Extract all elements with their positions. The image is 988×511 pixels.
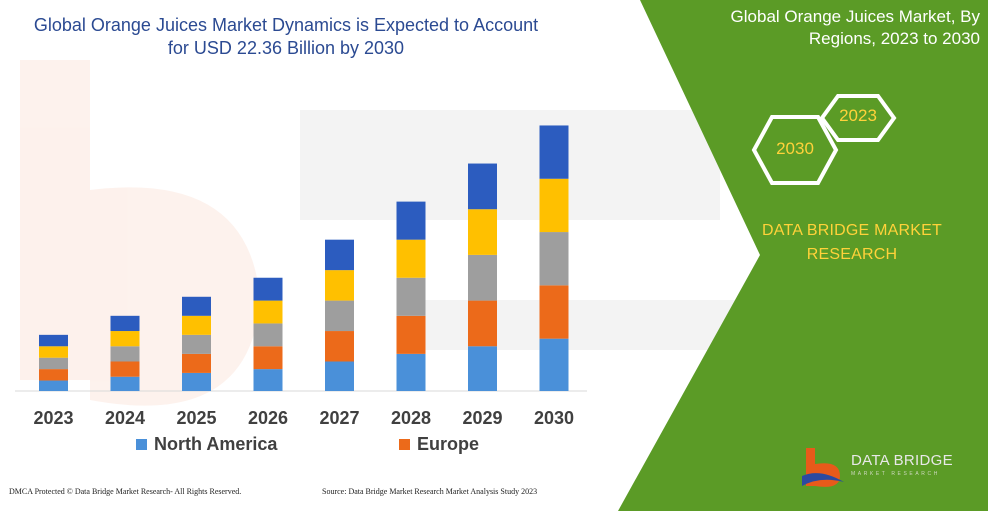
x-tick-label-2030: 2030 — [534, 408, 574, 428]
logo-subtitle: MARKET RESEARCH — [851, 471, 940, 477]
bar-2030-segment-5 — [539, 125, 569, 179]
bar-2026-segment-2 — [253, 346, 283, 370]
bar-2027-segment-4 — [325, 270, 354, 301]
x-tick-label-2024: 2024 — [105, 408, 145, 428]
chart-title-line-1: Global Orange Juices Market Dynamics is … — [33, 15, 539, 35]
bar-2027-segment-1 — [325, 361, 354, 391]
legend-item-north-america: North America — [136, 434, 277, 455]
bar-2026-segment-5 — [253, 277, 283, 301]
bar-2023-segment-2 — [39, 369, 68, 381]
bars-group — [39, 125, 569, 391]
bar-2030-segment-2 — [539, 285, 569, 339]
bar-2026-segment-3 — [253, 323, 283, 347]
bar-2024-segment-5 — [110, 315, 140, 332]
bar-2025-segment-5 — [182, 296, 211, 316]
bar-2023-segment-3 — [39, 357, 68, 370]
bar-2028-segment-1 — [396, 353, 426, 391]
bar-2030-segment-3 — [539, 232, 569, 286]
panel-title-line-1: Global Orange Juices Market, By — [730, 7, 980, 26]
company-name: DATA BRIDGE MARKET RESEARCH — [742, 219, 962, 267]
bar-2023-segment-4 — [39, 346, 68, 358]
legend-label-europe: Europe — [417, 434, 480, 454]
x-tick-label-2029: 2029 — [462, 408, 502, 428]
bar-2030-segment-1 — [539, 338, 569, 391]
bar-2029-segment-5 — [468, 163, 497, 210]
footer-source: Source: Data Bridge Market Research Mark… — [322, 487, 538, 496]
bar-2023-segment-5 — [39, 334, 68, 347]
x-tick-label-2027: 2027 — [319, 408, 359, 428]
hexagon-back — [819, 94, 897, 142]
legend-swatch-north-america — [136, 439, 147, 450]
x-tick-labels: 2023 2024 2025 2026 2027 2028 2029 2030 — [33, 408, 574, 428]
bar-2023-segment-1 — [39, 380, 68, 391]
bar-2025-segment-1 — [182, 372, 211, 391]
hexagon-front — [751, 115, 839, 185]
panel-title: Global Orange Juices Market, By Regions,… — [680, 6, 980, 50]
logo-title: DATA BRIDGE — [851, 452, 953, 469]
panel-title-line-2: Regions, 2023 to 2030 — [808, 29, 980, 48]
bar-2027-segment-3 — [325, 300, 354, 332]
bar-2028-segment-5 — [396, 201, 426, 240]
company-name-line-2: RESEARCH — [806, 246, 898, 263]
bar-2029-segment-2 — [468, 300, 497, 347]
chart-title-line-2: for USD 22.36 Billion by 2030 — [167, 38, 405, 58]
bar-2026-segment-4 — [253, 300, 283, 324]
bar-2025-segment-4 — [182, 315, 211, 335]
x-tick-label-2028: 2028 — [391, 408, 431, 428]
x-tick-label-2026: 2026 — [248, 408, 288, 428]
bar-2026-segment-1 — [253, 369, 283, 391]
bar-2028-segment-3 — [396, 277, 426, 316]
bar-2027-segment-5 — [325, 239, 354, 271]
bar-2028-segment-2 — [396, 315, 426, 354]
hexagon-back-label: 2023 — [839, 106, 877, 125]
bar-2029-segment-4 — [468, 209, 497, 255]
bar-2024-segment-2 — [110, 361, 140, 377]
legend-swatch-europe — [399, 439, 410, 450]
x-tick-label-2025: 2025 — [176, 408, 216, 428]
bar-2028-segment-4 — [396, 239, 426, 278]
bar-2030-segment-4 — [539, 178, 569, 233]
bar-2025-segment-3 — [182, 334, 211, 354]
bar-2024-segment-3 — [110, 346, 140, 362]
stacked-bar-chart: 2023 2024 2025 2026 2027 2028 2029 2030 — [15, 125, 587, 428]
footer-copyright: DMCA Protected © Data Bridge Market Rese… — [9, 487, 242, 496]
company-name-line-1: DATA BRIDGE MARKET — [762, 222, 942, 239]
bar-2024-segment-4 — [110, 331, 140, 347]
bar-2027-segment-2 — [325, 331, 354, 362]
bar-2024-segment-1 — [110, 376, 140, 391]
chart-title: Global Orange Juices Market Dynamics is … — [18, 14, 554, 60]
data-bridge-logo-icon — [802, 448, 844, 487]
bar-2029-segment-3 — [468, 254, 497, 301]
legend-label-north-america: North America — [154, 434, 278, 454]
legend-item-europe: Europe — [399, 434, 479, 455]
x-tick-label-2023: 2023 — [33, 408, 73, 428]
bar-2025-segment-2 — [182, 353, 211, 373]
hexagon-front-label: 2030 — [776, 139, 814, 158]
bar-2029-segment-1 — [468, 346, 497, 391]
